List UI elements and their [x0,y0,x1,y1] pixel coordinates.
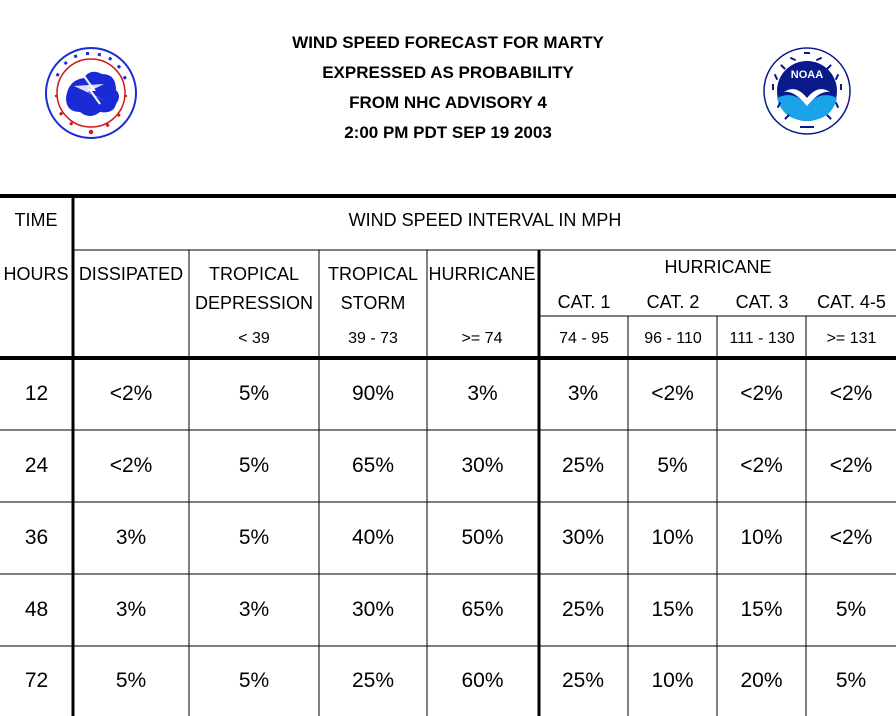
probability-cell: 60% [461,669,504,692]
header-cat1-range: 74 - 95 [559,330,609,347]
header-td-line1: TROPICAL [208,264,300,284]
probability-cell: 50% [461,526,504,549]
title-line-2: EXPRESSED AS PROBABILITY [322,63,574,82]
header-cat3-range: 111 - 130 [729,330,795,347]
probability-cell: <2% [740,454,783,477]
probability-cell: 3% [567,382,599,405]
header-hurricane: HURRICANE [428,264,536,284]
header-td-range: < 39 [238,330,270,347]
probability-cell: 5% [238,382,270,405]
probability-cell: 3% [115,526,147,549]
probability-cell: 25% [561,454,605,477]
probability-cell: 90% [351,382,395,405]
title-block: WIND SPEED FORECAST FOR MARTY EXPRESSED … [0,28,896,148]
header-cat2: CAT. 2 [646,292,700,312]
header-ts-line2: STORM [340,293,406,313]
noaa-logo-icon: NOAA [762,46,852,136]
national-weather-service-logo-icon [44,46,138,140]
probability-cell: 10% [740,526,783,549]
probability-cell: <2% [829,382,873,405]
probability-cell: 5% [657,454,688,477]
header-dissipated: DISSIPATED [78,264,184,284]
probability-cell: 30% [351,598,395,621]
probability-cell: <2% [829,454,873,477]
header-cat45-range: >= 131 [826,330,877,347]
probability-cell: <2% [109,454,153,477]
probability-cell: 40% [351,526,395,549]
header-ts-range: 39 - 73 [348,330,398,347]
probability-cell: 5% [835,598,867,621]
probability-cell: 5% [238,669,270,692]
probability-cell: 20% [740,669,783,692]
probability-cell: 25% [561,598,605,621]
hours-cell: 24 [24,454,49,477]
header-ts-line1: TROPICAL [327,264,419,284]
probability-cell: 3% [238,598,270,621]
probability-cell: 25% [351,669,395,692]
probability-cell: <2% [651,382,694,405]
probability-cell: 30% [561,526,605,549]
header-hours: HOURS [3,264,69,284]
header-cat45: CAT. 4-5 [817,292,886,312]
header-cat1: CAT. 1 [557,292,611,312]
hours-cell: 36 [24,526,49,549]
hours-cell: 72 [24,669,49,692]
header-td-line2: DEPRESSION [194,293,314,313]
probability-cell: <2% [109,382,153,405]
title-line-3: FROM NHC ADVISORY 4 [349,93,547,112]
probability-cell: <2% [829,526,873,549]
probability-cell: 15% [651,598,694,621]
probability-cell: 65% [351,454,395,477]
probability-cell: 10% [651,669,694,692]
probability-cell: 10% [651,526,694,549]
probability-cell: <2% [740,382,783,405]
title-line-4: 2:00 PM PDT SEP 19 2003 [344,123,552,142]
hours-cell: 48 [24,598,49,621]
probability-cell: 3% [115,598,147,621]
header-hurricane-range: >= 74 [461,330,503,347]
header-hurricane-group: HURRICANE [664,257,772,277]
probability-cell: 30% [461,454,504,477]
header-time: TIME [14,210,58,230]
header-wind-speed-interval: WIND SPEED INTERVAL IN MPH [348,210,622,230]
header-cat3: CAT. 3 [735,292,789,312]
probability-cell: 25% [561,669,605,692]
probability-cell: 5% [835,669,867,692]
hours-cell: 12 [24,382,49,405]
probability-cell: 15% [740,598,783,621]
probability-cell: 5% [238,454,270,477]
noaa-logo-text: NOAA [791,69,823,81]
probability-cell: 5% [238,526,270,549]
probability-cell: 3% [467,382,498,405]
probability-cell: 5% [115,669,147,692]
probability-cell: 65% [461,598,504,621]
header-cat2-range: 96 - 110 [644,330,702,347]
title-line-1: WIND SPEED FORECAST FOR MARTY [292,33,604,52]
